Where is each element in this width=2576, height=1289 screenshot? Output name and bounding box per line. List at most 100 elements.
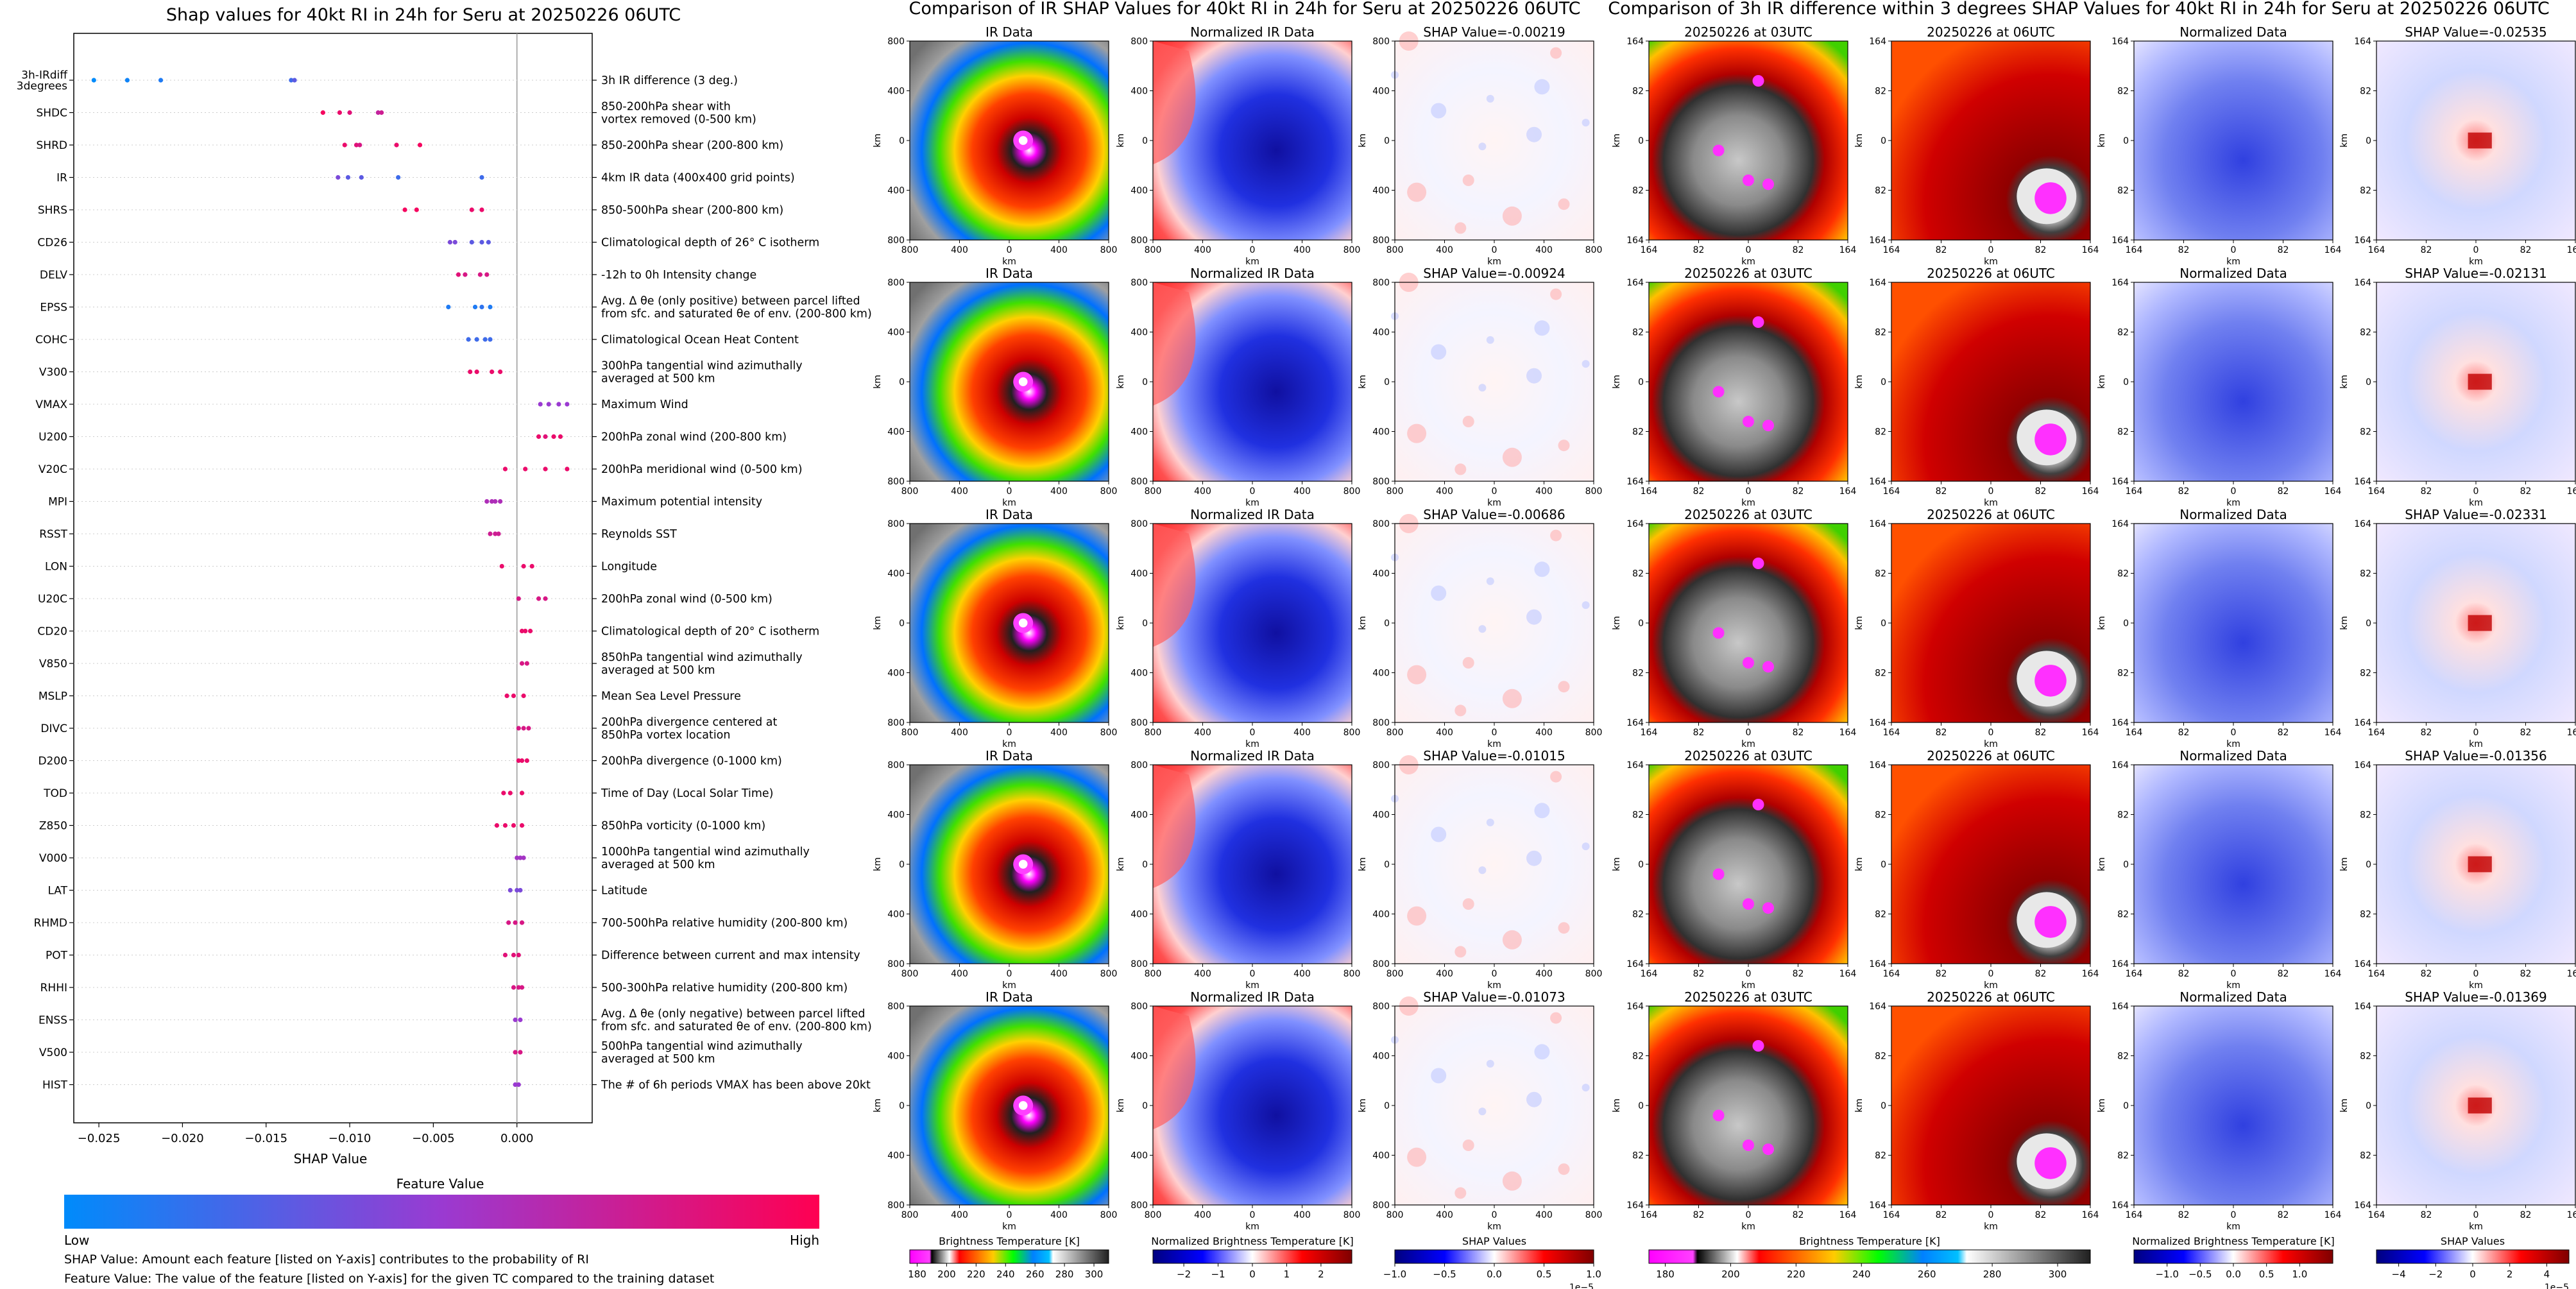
shap-hotspot — [2468, 615, 2492, 631]
shap-patch — [1582, 360, 1590, 368]
x-tick-label: 164 — [2368, 245, 2385, 255]
shap-patch — [1558, 440, 1570, 452]
x-tick-label: 82 — [1693, 245, 1705, 255]
x-tick-label: 800 — [1100, 245, 1118, 255]
image-panel: 20250226 at 03UTC1641648282008282164164k… — [1612, 507, 1856, 749]
x-tick-label: 0 — [1492, 1210, 1497, 1220]
x-tick-label: 400 — [1050, 486, 1068, 497]
y-tick-label: 82 — [2360, 1052, 2371, 1062]
shap-point — [488, 337, 493, 342]
x-tick-label: 800 — [1585, 1210, 1603, 1220]
shap-point — [345, 175, 351, 180]
cold-cloud-top — [1712, 144, 1725, 157]
y-tick-label: 800 — [1130, 1002, 1148, 1012]
x-tick-label: 800 — [1343, 1210, 1361, 1220]
x-tick-label: 400 — [1535, 486, 1553, 497]
x-axis-label: km — [2226, 498, 2240, 508]
y-tick-label: 164 — [1626, 959, 1644, 969]
x-tick-label: 164 — [2126, 1210, 2143, 1220]
x-tick-label: 82 — [2278, 1210, 2289, 1220]
image-panel: 20250226 at 06UTC1641648282008282164164k… — [1854, 24, 2099, 267]
x-tick-label: 164 — [1883, 1210, 1900, 1220]
x-tick-label: −0.005 — [412, 1132, 455, 1145]
x-tick-label: 0 — [1988, 969, 1994, 979]
cold-cloud-top — [1762, 420, 1774, 432]
shap-point — [519, 823, 525, 828]
shap-point — [446, 304, 451, 310]
y-tick-label: 164 — [1869, 278, 1886, 288]
shap-point — [516, 952, 521, 958]
image-panel: SHAP Value=-0.02535164164828200828216416… — [2339, 24, 2576, 267]
y-tick-label: 400 — [887, 669, 905, 679]
colorbar-tick-label: −1.0 — [2155, 1268, 2178, 1280]
feature-description-label: 850-200hPa shear with vortex removed (0-5… — [601, 101, 756, 126]
y-axis-label: km — [1116, 857, 1126, 871]
shap-point — [498, 499, 503, 504]
y-axis-label: km — [2097, 616, 2107, 630]
y-tick-label: 82 — [2360, 427, 2371, 438]
shap-point — [479, 239, 484, 245]
x-tick-label: 0 — [1007, 486, 1012, 497]
colorbar-gradient — [2133, 1249, 2333, 1264]
x-tick-label: 82 — [1793, 728, 1804, 738]
x-tick-label: 82 — [1936, 1210, 1947, 1220]
feature-description-label: Avg. Δ θe (only positive) between parcel… — [601, 295, 872, 321]
panel-title: SHAP Value=-0.00686 — [1423, 507, 1565, 522]
shap-patch — [1550, 1012, 1562, 1024]
x-axis-label: km — [1741, 257, 1755, 267]
y-tick-label: 164 — [1869, 477, 1886, 487]
shap-point — [506, 920, 511, 925]
y-tick-label: 82 — [2360, 186, 2371, 196]
y-tick-label: 82 — [1632, 910, 1644, 920]
shap-point — [354, 142, 359, 148]
y-tick-label: 800 — [1372, 760, 1390, 771]
y-axis-label: km — [1116, 616, 1126, 630]
x-tick-label: −0.010 — [328, 1132, 371, 1145]
feature-code-label: LON — [45, 561, 67, 574]
panel-image — [1395, 1006, 1594, 1205]
storm-eye-center — [1018, 377, 1028, 386]
colorbar-exponent: 1e−5 — [2545, 1283, 2569, 1289]
y-tick-label: 82 — [1632, 569, 1644, 579]
panel-image — [910, 282, 1109, 481]
panel-title: 20250226 at 06UTC — [1927, 748, 2055, 764]
x-axis-label: km — [1245, 980, 1259, 991]
cold-cloud-top — [2034, 423, 2067, 456]
cold-cloud-top — [1752, 799, 1764, 810]
x-tick-label: 82 — [1793, 969, 1804, 979]
shap-point — [508, 790, 513, 796]
feature-description-label: Difference between current and max inten… — [601, 950, 860, 962]
x-tick-label: 82 — [1936, 728, 1947, 738]
shap-point — [414, 207, 419, 212]
y-tick-label: 800 — [1372, 477, 1390, 487]
x-tick-label: 800 — [1145, 486, 1162, 497]
note-feature-value: Feature Value: The value of the feature … — [64, 1272, 714, 1286]
y-tick-label: 164 — [2111, 477, 2129, 487]
y-tick-label: 82 — [2117, 427, 2129, 438]
shap-point — [375, 110, 380, 115]
shap-point — [479, 304, 484, 310]
feature-description-label: 850hPa tangential wind azimuthally averag… — [601, 651, 803, 677]
x-tick-label: 82 — [2178, 728, 2190, 738]
shap-point — [490, 369, 495, 375]
x-tick-label: −0.015 — [244, 1132, 287, 1145]
x-tick-label: 0 — [1746, 245, 1752, 255]
colorbar-label: SHAP Values — [2441, 1235, 2505, 1247]
x-tick-label: 0 — [2473, 1210, 2479, 1220]
colorbar: SHAP Values −1.0 −0.5 0.0 0.5 1.0 1e−5 — [1383, 1235, 1601, 1289]
x-tick-label: 0 — [1988, 486, 1994, 497]
y-tick-label: 800 — [887, 760, 905, 771]
x-tick-label: 164 — [2368, 486, 2385, 497]
x-tick-label: 0 — [1007, 245, 1012, 255]
feature-code-label: HIST — [42, 1079, 68, 1092]
shap-point — [379, 110, 384, 115]
y-tick-label: 800 — [1130, 37, 1148, 47]
y-axis-label: km — [2339, 616, 2350, 630]
y-tick-label: 0 — [1638, 860, 1644, 870]
feature-code-label: SHRS — [38, 204, 67, 217]
x-tick-label: 0 — [2473, 728, 2479, 738]
x-tick-label: 0 — [2231, 245, 2237, 255]
shap-point — [479, 175, 484, 180]
x-tick-label: 164 — [2082, 486, 2099, 497]
x-tick-label: 0 — [1988, 728, 1994, 738]
